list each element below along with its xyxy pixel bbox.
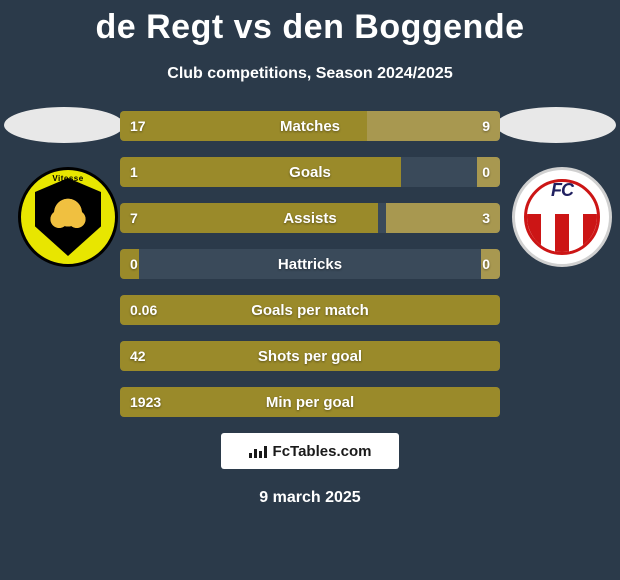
eagle-icon [46,195,90,239]
stat-row: 1923Min per goal [120,387,500,417]
player-silhouette-left [4,107,124,143]
club-fc-text: FC [515,180,609,201]
page-title: de Regt vs den Boggende [0,0,620,47]
player-silhouette-right [496,107,616,143]
subtitle: Club competitions, Season 2024/2025 [0,65,620,83]
club-logo-right: FC [512,167,612,267]
stat-row: 42Shots per goal [120,341,500,371]
stat-label: Shots per goal [120,341,500,371]
stat-label: Goals [120,157,500,187]
stat-label: Matches [120,111,500,141]
shield-icon [35,178,101,256]
stat-label: Min per goal [120,387,500,417]
stat-row: 179Matches [120,111,500,141]
club-logo-left: Vitesse [18,167,118,267]
chart-icon [249,444,267,458]
stat-label: Assists [120,203,500,233]
stat-label: Hattricks [120,249,500,279]
stat-row: 00Hattricks [120,249,500,279]
brand-text: FcTables.com [273,443,372,460]
date-label: 9 march 2025 [0,489,620,507]
stat-bars: 179Matches 10Goals 73Assists 00Hattricks 0.0… [120,111,500,417]
stat-row: 10Goals [120,157,500,187]
stat-row: 0.06Goals per match [120,295,500,325]
stat-label: Goals per match [120,295,500,325]
brand-logo[interactable]: FcTables.com [221,433,399,469]
stat-row: 73Assists [120,203,500,233]
comparison-panel: Vitesse FC 179Matches 10Goals 73Assists 00H… [0,111,620,417]
